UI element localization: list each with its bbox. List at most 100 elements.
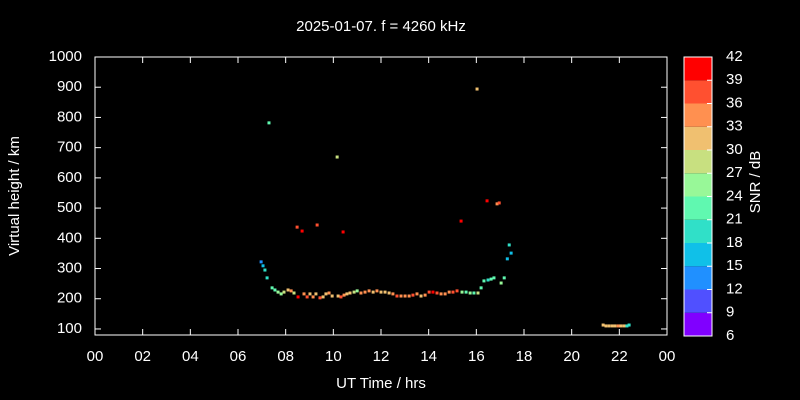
point [407, 294, 411, 298]
colorbar-band [684, 266, 712, 290]
y-tick-label: 300 [57, 259, 82, 276]
point [295, 225, 299, 229]
point [300, 229, 304, 233]
colorbar-band [684, 196, 712, 220]
point [379, 290, 383, 294]
point [607, 324, 611, 328]
colorbar-tick-label: 39 [726, 71, 743, 88]
colorbar-band [684, 126, 712, 150]
point [341, 230, 345, 234]
point [355, 289, 359, 293]
point [259, 260, 263, 264]
point [339, 295, 343, 299]
x-tick-label: 18 [516, 348, 533, 365]
point [415, 292, 419, 296]
point [311, 295, 315, 299]
x-tick-label: 12 [373, 348, 390, 365]
point [622, 324, 626, 328]
chart-title: 2025-01-07. f = 4260 kHz [296, 18, 466, 35]
point [263, 268, 267, 272]
y-tick-label: 900 [57, 78, 82, 95]
point [505, 257, 509, 261]
point [497, 201, 501, 205]
colorbar-label: SNR / dB [747, 151, 764, 214]
point [308, 292, 312, 296]
point [352, 290, 356, 294]
point [476, 291, 480, 295]
point [431, 290, 435, 294]
point [472, 291, 476, 295]
point [286, 288, 290, 292]
point [296, 295, 300, 299]
y-tick-label: 400 [57, 229, 82, 246]
point [499, 281, 503, 285]
point [375, 289, 379, 293]
point [348, 291, 352, 295]
point [485, 199, 489, 203]
colorbar-tick-label: 33 [726, 118, 743, 135]
point [363, 290, 367, 294]
colorbar-band [684, 80, 712, 104]
point [324, 292, 328, 296]
point [455, 289, 459, 293]
point [403, 294, 407, 298]
x-tick-label: 22 [611, 348, 628, 365]
y-axis-label: Virtual height / km [6, 136, 23, 256]
point [342, 293, 346, 297]
point [604, 324, 608, 328]
point [270, 286, 274, 290]
point [460, 290, 464, 294]
colorbar-band [684, 57, 712, 81]
colorbar-tick-label: 42 [726, 48, 743, 65]
y-tick-label: 100 [57, 320, 82, 337]
x-tick-label: 20 [563, 348, 580, 365]
colorbar-band [684, 150, 712, 174]
point [616, 324, 620, 328]
point [305, 295, 309, 299]
colorbar-band [684, 173, 712, 197]
point [601, 323, 605, 327]
point [359, 291, 363, 295]
point [302, 292, 306, 296]
point [330, 294, 334, 298]
point [486, 278, 490, 282]
colorbar-tick-label: 9 [726, 304, 734, 321]
point [335, 155, 339, 159]
point [475, 87, 479, 91]
point [267, 121, 271, 125]
point [345, 292, 349, 296]
point [273, 288, 277, 292]
colorbar-band [684, 103, 712, 127]
point [292, 291, 296, 295]
x-tick-label: 10 [325, 348, 342, 365]
y-tick-label: 600 [57, 169, 82, 186]
colorbar-tick-label: 24 [726, 187, 743, 204]
point [427, 290, 431, 294]
x-tick-label: 00 [87, 348, 104, 365]
point [367, 289, 371, 293]
point [459, 219, 463, 223]
x-axis-label: UT Time / hrs [336, 375, 426, 392]
point [336, 294, 340, 298]
point [479, 286, 483, 290]
point [435, 291, 439, 295]
point [419, 294, 423, 298]
x-tick-label: 02 [134, 348, 151, 365]
point [395, 294, 399, 298]
colorbar-band [684, 243, 712, 267]
colorbar-tick-label: 21 [726, 211, 743, 228]
colorbar-tick-label: 27 [726, 164, 743, 181]
point [327, 291, 331, 295]
point [423, 293, 427, 297]
colorbar-tick-label: 15 [726, 257, 743, 274]
point [447, 290, 451, 294]
point [321, 295, 325, 299]
point [391, 292, 395, 296]
x-tick-label: 14 [420, 348, 437, 365]
point [261, 264, 265, 268]
point [451, 290, 455, 294]
point [613, 324, 617, 328]
x-tick-label: 00 [659, 348, 676, 365]
point [387, 291, 391, 295]
